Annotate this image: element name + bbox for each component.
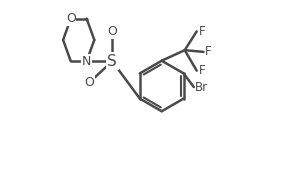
- Text: O: O: [107, 25, 117, 38]
- Text: F: F: [198, 25, 205, 38]
- Text: Br: Br: [195, 80, 208, 94]
- Text: F: F: [205, 45, 212, 58]
- Text: F: F: [198, 64, 205, 77]
- Text: S: S: [107, 54, 117, 69]
- Text: O: O: [66, 12, 76, 25]
- Text: N: N: [82, 55, 91, 68]
- Text: O: O: [84, 76, 94, 89]
